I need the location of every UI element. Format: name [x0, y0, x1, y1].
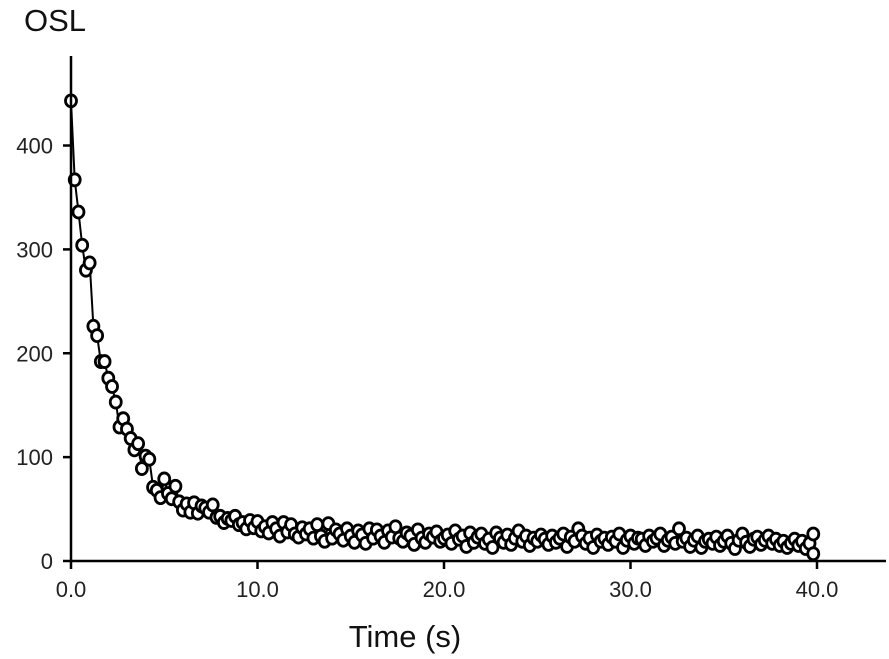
- tick-marks: [63, 144, 819, 569]
- data-point: [672, 521, 686, 537]
- data-point: [71, 204, 86, 220]
- x-tick-label: 0.0: [56, 577, 87, 602]
- data-point: [168, 478, 183, 494]
- x-tick-label: 20.0: [423, 577, 466, 602]
- data-point: [105, 379, 119, 394]
- data-point: [205, 497, 220, 513]
- y-tick-label: 400: [16, 134, 53, 159]
- data-point: [131, 436, 146, 452]
- data-point: [806, 526, 821, 542]
- data-point: [97, 354, 112, 369]
- y-tick-label: 200: [16, 341, 53, 366]
- y-tick-label: 300: [16, 237, 53, 262]
- data-point: [485, 540, 500, 555]
- data-point: [82, 255, 97, 271]
- y-tick-label: 0: [41, 549, 53, 574]
- series-line: [70, 100, 815, 555]
- data-point: [157, 471, 172, 487]
- x-tick-label: 30.0: [609, 577, 652, 602]
- data-point: [134, 461, 149, 476]
- data-point: [75, 237, 90, 253]
- data-point: [806, 546, 821, 562]
- data-point: [90, 328, 105, 344]
- plot-area: [64, 93, 821, 562]
- data-point: [108, 394, 123, 410]
- y-tick-label: 100: [16, 445, 53, 470]
- x-tick-label: 10.0: [236, 577, 279, 602]
- x-tick-label: 40.0: [796, 577, 839, 602]
- y-axis-title: OSL: [24, 3, 86, 38]
- x-axis-title: Time (s): [349, 619, 462, 654]
- axes: [69, 56, 886, 563]
- data-point: [142, 451, 157, 467]
- tick-labels: 0 100 200 300 400 0.0 10.0 20.0 30.0 40.0: [16, 134, 838, 602]
